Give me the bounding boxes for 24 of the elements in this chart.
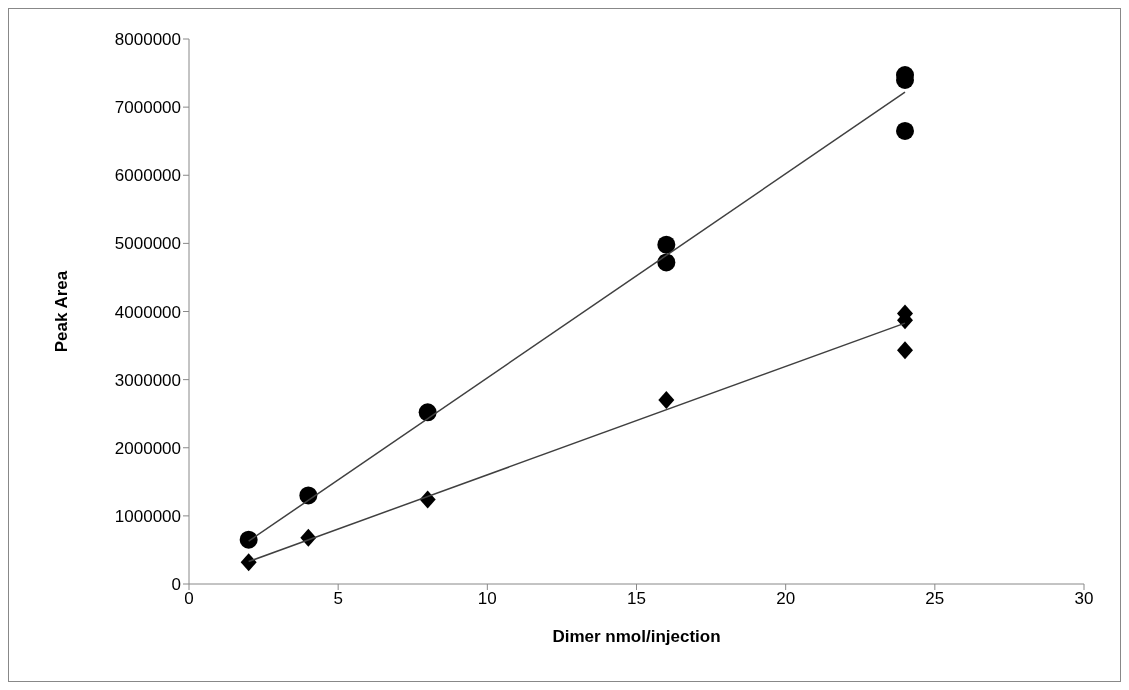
point	[897, 341, 913, 360]
y-tick-label: 6000000	[114, 166, 181, 186]
y-tick-label: 7000000	[114, 98, 181, 118]
point	[240, 553, 257, 572]
x-axis-title: Dimer nmol/injection	[552, 627, 721, 646]
x-tick-label: 30	[1074, 589, 1094, 609]
x-tick-label: 0	[184, 589, 194, 609]
point	[896, 121, 914, 140]
x-tick-label: 20	[776, 589, 796, 609]
y-tick-label: 4000000	[114, 302, 181, 322]
y-tick-label: 5000000	[114, 234, 181, 254]
point	[239, 530, 258, 549]
y-axis-title: Peak Area	[52, 270, 72, 353]
y-tick-label: 8000000	[114, 30, 181, 50]
x-tick-label: 15	[627, 589, 646, 609]
x-tick-label: 25	[925, 589, 945, 609]
x-tick-label: 10	[477, 589, 497, 609]
point	[657, 235, 676, 254]
y-tick-label: 2000000	[114, 438, 181, 458]
x-tick-label: 5	[333, 589, 343, 609]
y-tick-label: 1000000	[114, 506, 181, 526]
y-tick-label: 3000000	[114, 370, 181, 390]
y-tick-label: 0	[171, 575, 181, 595]
point	[658, 391, 675, 410]
